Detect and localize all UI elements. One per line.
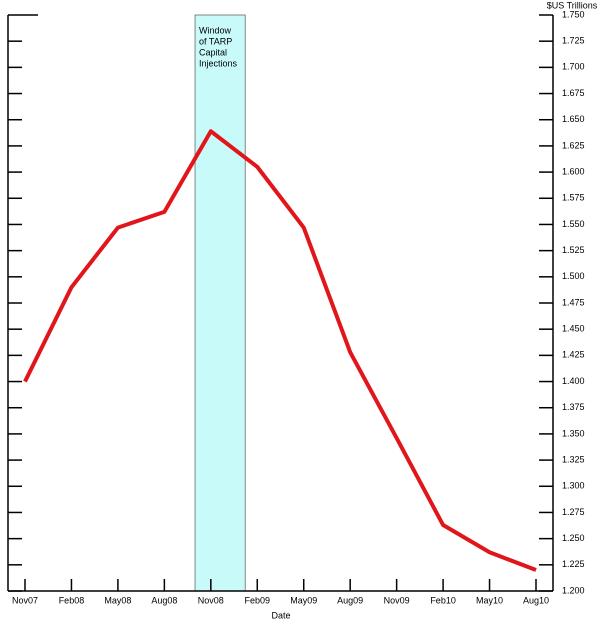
y-tick-label: 1.675 xyxy=(562,88,585,98)
y-tick-label: 1.400 xyxy=(562,376,585,386)
x-tick-label: Nov08 xyxy=(198,595,224,605)
y-tick-label: 1.225 xyxy=(562,559,585,569)
y-tick-label: 1.325 xyxy=(562,454,585,464)
y-axis-label: $US Trillions xyxy=(547,0,598,10)
highlight-window xyxy=(194,14,246,592)
y-tick-label: 1.425 xyxy=(562,350,585,360)
y-tick-label: 1.575 xyxy=(562,193,585,203)
y-tick-label: 1.550 xyxy=(562,219,585,229)
x-tick-label: Nov07 xyxy=(12,595,38,605)
highlight-text: of TARP xyxy=(199,36,232,46)
x-tick-label: Nov09 xyxy=(384,595,410,605)
x-tick-label: May10 xyxy=(476,595,503,605)
y-tick-label: 1.450 xyxy=(562,324,585,334)
y-tick-label: 1.350 xyxy=(562,428,585,438)
y-tick-label: 1.200 xyxy=(562,585,585,595)
highlight-text: Window xyxy=(199,25,232,35)
y-tick-label: 1.600 xyxy=(562,166,585,176)
highlight-text: Capital xyxy=(199,47,227,57)
y-tick-label: 1.750 xyxy=(562,9,585,19)
y-tick-label: 1.525 xyxy=(562,245,585,255)
y-tick-label: 1.475 xyxy=(562,297,585,307)
y-tick-label: 1.275 xyxy=(562,507,585,517)
y-tick-label: 1.500 xyxy=(562,271,585,281)
data-line xyxy=(23,129,537,572)
x-tick-label: Aug09 xyxy=(337,595,363,605)
y-tick-label: 1.250 xyxy=(562,533,585,543)
x-tick-label: May08 xyxy=(104,595,131,605)
x-tick-label: Aug10 xyxy=(523,595,549,605)
x-tick-label: Feb10 xyxy=(430,595,456,605)
y-tick-label: 1.625 xyxy=(562,140,585,150)
y-tick-label: 1.725 xyxy=(562,36,585,46)
highlight-text: Injections xyxy=(199,58,238,68)
y-tick-label: 1.700 xyxy=(562,62,585,72)
x-tick-label: Aug08 xyxy=(151,595,177,605)
x-tick-label: Feb08 xyxy=(59,595,85,605)
x-axis-label: Date xyxy=(271,610,290,620)
y-tick-label: 1.300 xyxy=(562,481,585,491)
y-tick-label: 1.650 xyxy=(562,114,585,124)
y-tick-label: 1.375 xyxy=(562,402,585,412)
x-tick-label: Feb09 xyxy=(245,595,271,605)
x-tick-label: May09 xyxy=(290,595,317,605)
